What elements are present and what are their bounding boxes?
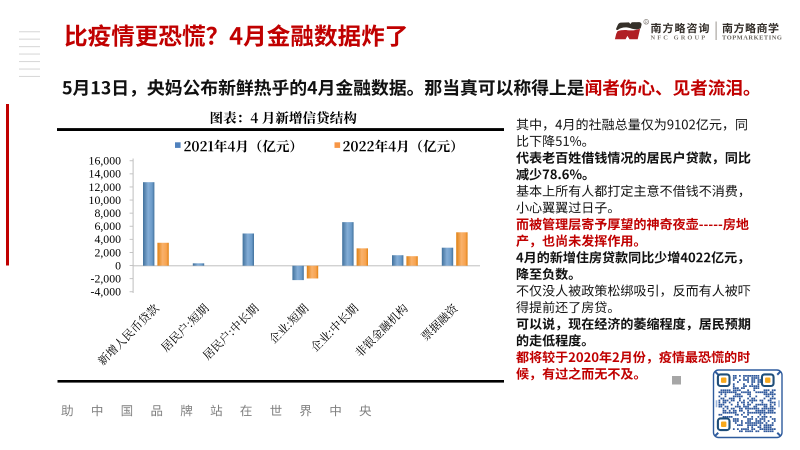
svg-text:6,000: 6,000	[94, 219, 121, 233]
svg-text:8,000: 8,000	[94, 206, 121, 220]
svg-text:14,000: 14,000	[89, 167, 122, 181]
svg-text:-2,000: -2,000	[91, 272, 122, 286]
svg-text:16,000: 16,000	[89, 154, 122, 168]
svg-text:TOPMARKETING: TOPMARKETING	[722, 35, 782, 42]
svg-text:2,000: 2,000	[94, 245, 121, 259]
svg-text:4,000: 4,000	[94, 232, 121, 246]
svg-text:R: R	[645, 20, 649, 25]
svg-text:10,000: 10,000	[89, 193, 122, 207]
svg-text:12,000: 12,000	[89, 180, 122, 194]
svg-text:-4,000: -4,000	[91, 285, 122, 299]
svg-text:0: 0	[115, 258, 121, 272]
svg-text:NFC GROUP: NFC GROUP	[651, 35, 708, 42]
